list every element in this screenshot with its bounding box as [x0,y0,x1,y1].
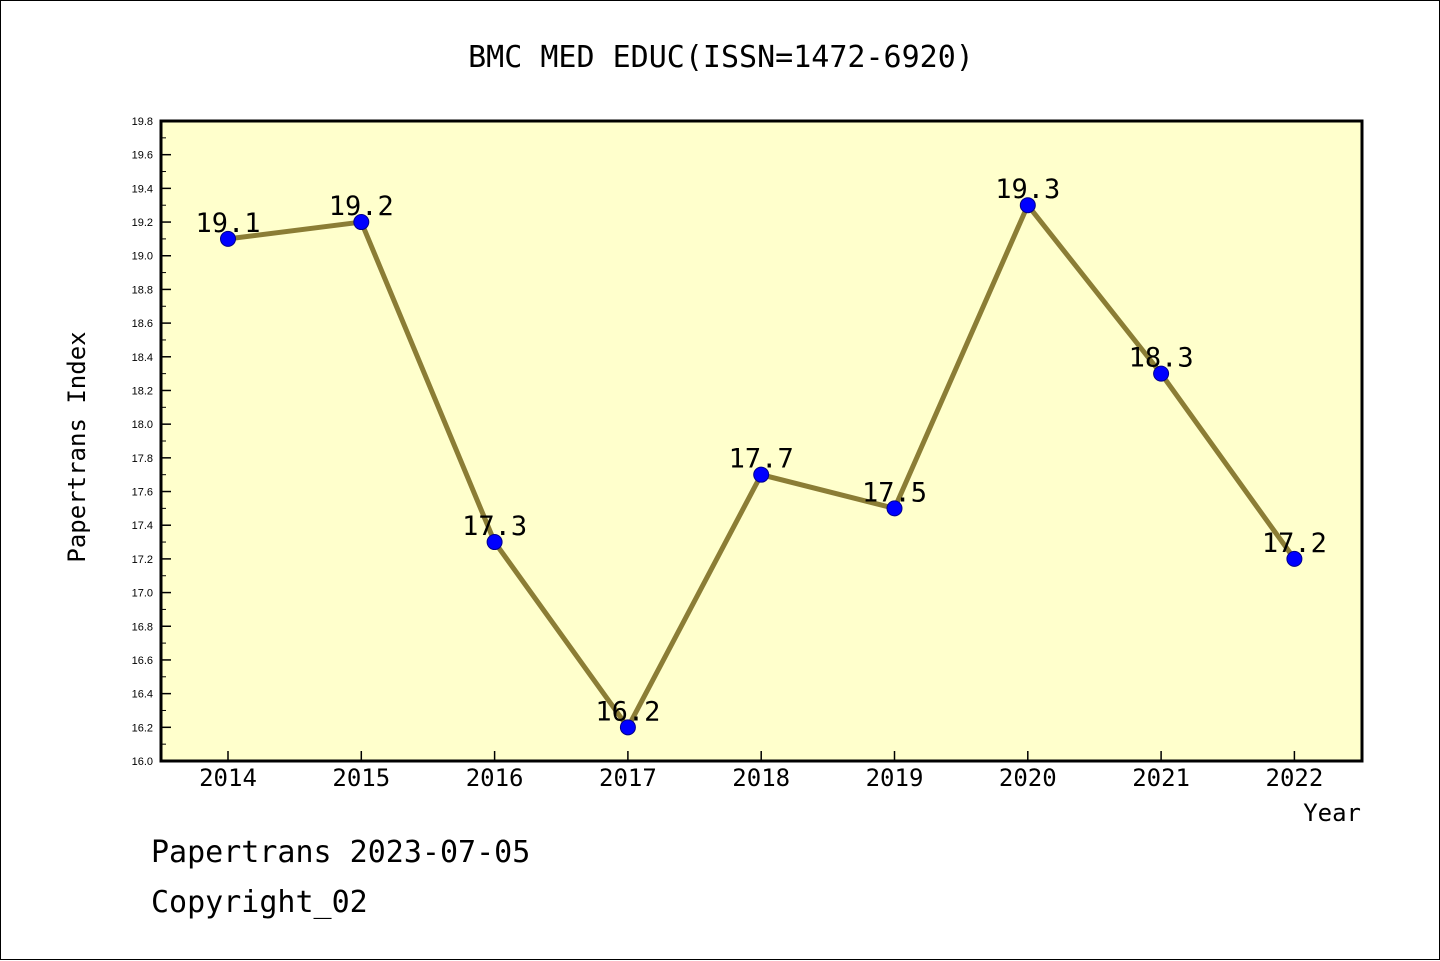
y-axis: 16.0 16.2 16.4 16.6 16.8 17.0 17.2 17.4 17.6 17.8… [132,116,171,768]
data-point-label: 19.2 [329,191,394,222]
data-point-marker [1019,197,1036,214]
y-tick-label: 18.2 [132,385,153,397]
y-tick-label: 19.8 [132,116,153,128]
y-tick-label: 18.6 [132,318,153,330]
footer-copyright-text: Copyright_02 [151,885,368,920]
y-tick-label: 17.0 [132,588,153,600]
y-tick-label: 17.4 [132,520,153,532]
data-point-marker [353,214,370,231]
y-tick-label: 19.0 [132,251,153,263]
data-point-marker [220,230,236,247]
data-point-marker [1153,365,1170,382]
y-tick-label: 17.6 [132,487,153,499]
data-point-label: 17.7 [729,444,794,475]
chart-title: BMC MED EDUC(ISSN=1472-6920) [468,40,974,75]
data-point-label: 18.3 [1129,343,1194,374]
data-point-marker [1286,550,1303,567]
data-point-marker [886,500,903,517]
series-markers [220,197,1303,736]
data-point-marker [753,466,770,483]
y-tick-label: 16.6 [132,655,153,667]
data-point-label: 17.5 [862,477,927,508]
y-tick-label: 19.2 [132,217,153,229]
x-tick-label: 2016 [466,764,524,792]
y-tick-label: 17.8 [132,453,153,465]
footer-date-text: Papertrans 2023-07-05 [151,835,531,870]
y-tick-label: 17.2 [132,554,153,566]
y-tick-label: 16.4 [132,689,153,701]
y-tick-label: 16.0 [132,756,153,768]
data-point-label: 19.3 [995,174,1060,205]
data-point-label: 17.2 [1262,528,1327,559]
x-tick-label: 2022 [1266,764,1324,792]
x-tick-label: 2018 [732,764,790,792]
x-tick-label: 2015 [332,764,390,792]
data-point-label: 17.3 [462,511,527,542]
data-point-label: 19.1 [195,208,260,239]
x-tick-label: 2020 [999,764,1057,792]
y-axis-label: Papertrans Index [63,331,91,562]
data-point-marker [619,719,636,736]
x-axis: 2014 2015 2016 2017 2018 2019 2020 2021 2022 [199,751,1323,792]
y-tick-label: 16.8 [132,621,153,633]
data-point-label: 16.2 [595,696,660,727]
y-tick-label: 18.4 [132,352,153,364]
x-tick-label: 2019 [866,764,924,792]
y-tick-label: 19.4 [132,183,153,195]
data-labels: 19.1 19.2 17.3 16.2 17.7 17.5 19.3 18.3 17.2 [195,174,1326,727]
x-axis-label: Year [1303,799,1361,827]
x-tick-label: 2017 [599,764,657,792]
data-point-marker [486,534,503,551]
x-tick-label: 2021 [1132,764,1190,792]
y-tick-label: 18.0 [132,419,153,431]
y-tick-label: 18.8 [132,284,153,296]
y-tick-label: 16.2 [132,722,153,734]
x-tick-label: 2014 [199,764,257,792]
y-tick-label: 19.6 [132,150,153,162]
